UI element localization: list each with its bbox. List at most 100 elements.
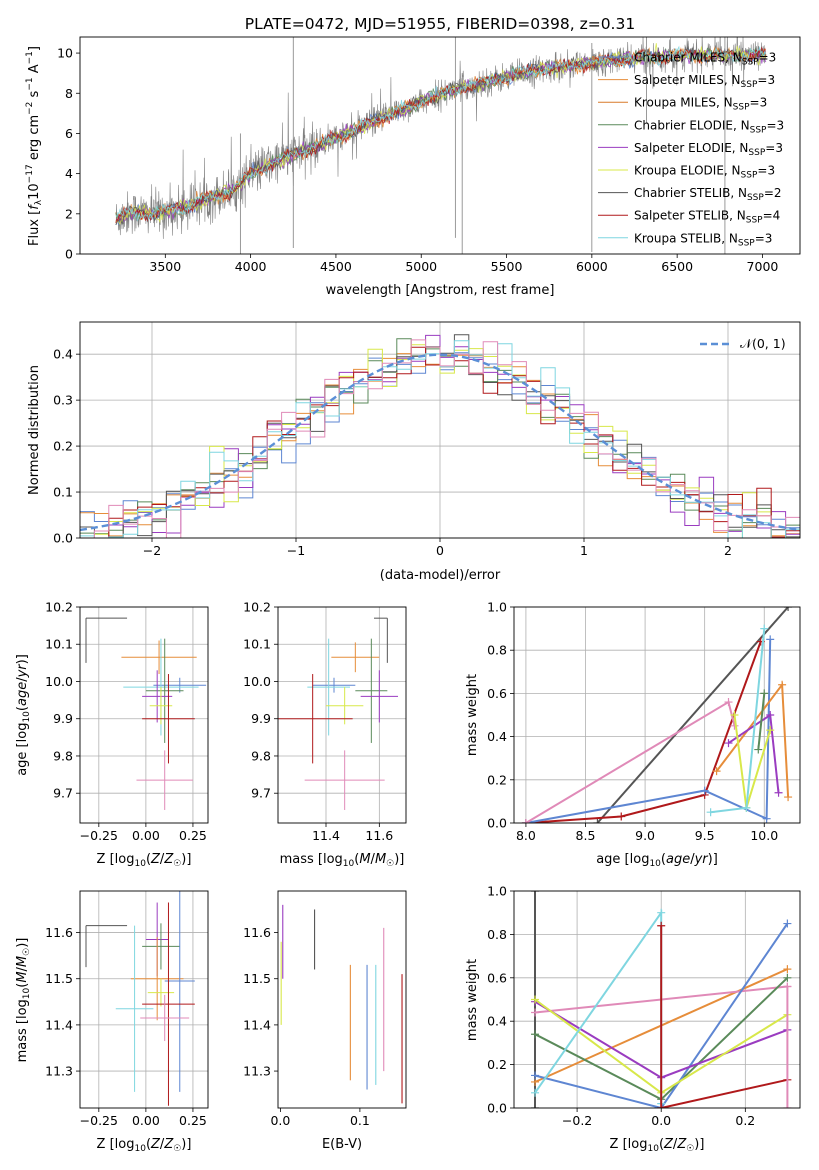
legend-label: Chabrier ELODIE, NSSP=3 — [634, 118, 784, 135]
legend-label: Chabrier STELIB, NSSP=2 — [634, 186, 782, 203]
y-tick-label: 10.2 — [243, 600, 271, 615]
spectrum-panel: 3500 4000 4500 5000 5500 6000 6500 7000 0 2 4 6 8 10 C… — [25, 36, 801, 298]
x-tick-label: 7000 — [747, 259, 779, 274]
plus-marker — [760, 624, 769, 633]
x-tick-label: −0.25 — [80, 1113, 118, 1128]
y-tick-label: 6 — [65, 126, 73, 141]
plus-marker — [783, 1104, 792, 1108]
mass-weight-line — [596, 607, 789, 823]
y-tick-label: 1.0 — [487, 884, 507, 899]
plus-marker — [762, 814, 771, 823]
legend-label: Salpeter ELODIE, NSSP=3 — [634, 141, 783, 158]
age-vs-metallicity-panel: −0.25 0.00 0.25 9.7 9.8 9.9 10.0 10.1 10.2 Z [log… — [15, 600, 209, 869]
y-tick-label: 0.0 — [487, 1101, 507, 1116]
x-tick-label: 0.0 — [270, 1113, 290, 1128]
legend-label: Kroupa STELIB, NSSP=3 — [634, 231, 772, 248]
y-tick-label: 10.2 — [45, 600, 73, 615]
axes-frame — [277, 606, 407, 824]
y-tick-label: 11.4 — [243, 1017, 271, 1032]
legend-label: Kroupa ELODIE, NSSP=3 — [634, 164, 775, 181]
x-axis-label: Z [log10(Z/Z☉)] — [610, 1137, 705, 1154]
plus-marker — [531, 1030, 540, 1039]
plus-marker — [657, 908, 666, 917]
plus-marker — [724, 739, 733, 748]
plus-marker — [657, 1104, 666, 1108]
plus-marker — [700, 786, 709, 795]
plus-marker — [783, 965, 792, 974]
plus-marker — [783, 919, 792, 928]
y-tick-label: 0.1 — [53, 485, 73, 500]
y-tick-label: 9.9 — [53, 711, 73, 726]
y-tick-label: 10.0 — [243, 674, 271, 689]
plus-marker — [760, 689, 769, 698]
residual-histogram — [80, 339, 800, 538]
y-tick-label: 10.1 — [243, 637, 271, 652]
y-tick-label: 0.4 — [487, 1014, 507, 1029]
mass-weight-vs-age-panel: 8.0 8.5 9.0 9.5 10.0 0.0 0.2 0.4 0.6 0.8 1.0 age [l… — [465, 600, 801, 869]
x-tick-label: 3500 — [149, 259, 181, 274]
y-tick-label: 9.9 — [251, 711, 271, 726]
y-tick-label: 10 — [57, 46, 73, 61]
plus-marker — [766, 711, 775, 719]
mass-weight-line — [757, 693, 766, 750]
residuals-panel: −2 −1 0 1 2 0.0 0.1 0.2 0.3 0.4 𝒩(0, 1) (data-model… — [27, 321, 801, 583]
plus-marker — [783, 982, 792, 991]
axes-frame — [513, 890, 801, 1109]
plus-marker — [784, 793, 793, 802]
x-axis-label: age [log10(age/yr)] — [596, 852, 718, 869]
plus-marker — [783, 973, 792, 982]
y-tick-label: 0.0 — [487, 816, 507, 831]
y-tick-label: 0 — [65, 247, 73, 262]
mass-weight-line — [534, 922, 789, 1108]
y-tick-label: 0.4 — [487, 729, 507, 744]
plus-marker — [778, 680, 787, 689]
x-axis-label: mass [log10(M/M☉)] — [280, 852, 405, 869]
plus-marker — [766, 726, 775, 735]
y-tick-label: 0.2 — [487, 1057, 507, 1072]
plus-marker — [531, 1088, 540, 1097]
plus-marker — [531, 995, 540, 1004]
plus-marker — [617, 812, 626, 821]
legend-label: Salpeter MILES, NSSP=3 — [634, 73, 775, 90]
model-spectrum — [115, 45, 767, 222]
x-tick-label: 5000 — [405, 259, 437, 274]
x-axis-label: Z [log10(Z/Z☉)] — [97, 852, 192, 869]
mass-weight-line — [660, 1078, 788, 1108]
y-axis-label: mass [log10(M/M☉)] — [15, 938, 32, 1063]
x-axis-label: (data-model)/error — [380, 568, 501, 583]
y-tick-label: 11.5 — [45, 971, 73, 986]
x-tick-label: 0.25 — [179, 1113, 207, 1128]
plus-marker — [712, 767, 721, 776]
x-tick-label: −0.25 — [80, 828, 118, 843]
y-tick-label: 11.6 — [45, 925, 73, 940]
y-tick-label: 10.0 — [45, 674, 73, 689]
x-tick-label: 2 — [724, 543, 732, 558]
legend-label: Chabrier MILES, NSSP=3 — [634, 51, 776, 68]
y-tick-label: 0.2 — [487, 772, 507, 787]
x-tick-label: 0 — [436, 543, 444, 558]
x-tick-label: 8.5 — [576, 828, 596, 843]
plus-marker — [766, 635, 775, 644]
plus-marker — [784, 607, 793, 611]
y-tick-label: 4 — [65, 166, 73, 181]
y-tick-label: 11.4 — [45, 1017, 73, 1032]
x-tick-label: 8.0 — [516, 828, 536, 843]
y-tick-label: 11.5 — [243, 971, 271, 986]
x-tick-label: 9.5 — [695, 828, 715, 843]
x-tick-label: 11.6 — [365, 828, 393, 843]
plus-marker — [657, 921, 666, 930]
x-tick-label: −2 — [143, 543, 161, 558]
plus-marker — [706, 808, 715, 817]
x-tick-label: 0.25 — [179, 828, 207, 843]
y-tick-label: 11.6 — [243, 925, 271, 940]
axes-frame — [79, 36, 801, 255]
mass-weight-vs-metallicity-panel: −0.2 0.0 0.2 0.0 0.2 0.4 0.6 0.8 1.0 Z [log10(Z/Z… — [465, 884, 801, 1154]
y-tick-label: 9.7 — [53, 786, 73, 801]
legend-label: 𝒩(0, 1) — [740, 336, 786, 351]
figure-title: PLATE=0472, MJD=51955, FIBERID=0398, z=0… — [245, 15, 635, 33]
x-tick-label: 0.00 — [132, 828, 160, 843]
x-tick-label: 10.0 — [750, 828, 778, 843]
age-vs-mass-panel: 11.4 11.6 9.7 9.8 9.9 10.0 10.1 10.2 mass [log10… — [243, 600, 407, 869]
x-axis-label: E(B-V) — [322, 1137, 362, 1152]
y-tick-label: 10.1 — [45, 637, 73, 652]
